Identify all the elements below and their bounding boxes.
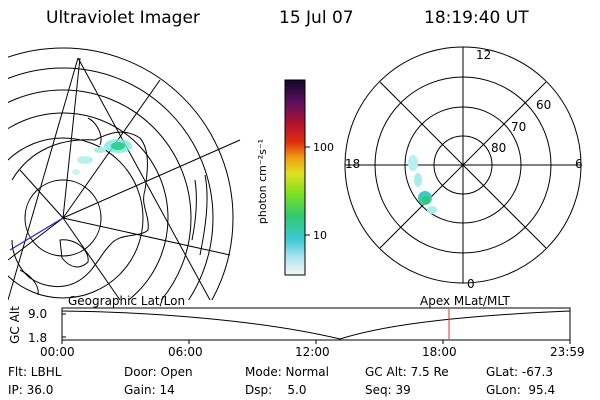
meridian [62, 139, 241, 219]
polar-label-12: 12 [476, 48, 492, 62]
gc-alt-value: GC Alt: 7.5 Re [365, 365, 449, 379]
polar-label-0: 0 [467, 277, 475, 291]
filter-value: Flt: LBHL [8, 365, 62, 379]
terminator-line [9, 217, 64, 251]
timeline-xtick-0000: 00:00 [40, 345, 75, 359]
ip-value: IP: 36.0 [8, 383, 54, 397]
lat-circle [8, 47, 234, 300]
timeline-xtick-2359: 23:59 [550, 345, 585, 359]
timeline-ytick-top: 9.0 [28, 307, 48, 321]
color-bar-tick-100: 100 [313, 141, 334, 154]
timeline-left-title: Geographic Lat/Lon [68, 294, 186, 308]
polar-diagonal [379, 81, 547, 249]
color-bar-gradient [284, 79, 306, 276]
observation-date: 15 Jul 07 [279, 8, 354, 28]
map-boundary-line [77, 57, 211, 300]
polar-aurora-emission [408, 155, 437, 214]
polar-label-80: 80 [491, 141, 507, 155]
lat-circle [24, 179, 102, 257]
timeline-frame [61, 307, 571, 341]
door-status: Door: Open [124, 365, 193, 379]
gain-value: Gain: 14 [124, 383, 175, 397]
timeline-ytick-bottom: 1.8 [28, 331, 48, 345]
polar-label-18: 18 [345, 157, 361, 171]
mode-value: Mode: Normal [245, 365, 329, 379]
instrument-title: Ultraviolet Imager [46, 8, 200, 28]
dsp-value: Dsp: 5.0 [245, 383, 307, 397]
polar-label-6: 6 [575, 157, 583, 171]
polar-label-70: 70 [511, 120, 527, 134]
coastline [11, 131, 149, 287]
sequence-value: Seq: 39 [365, 383, 411, 397]
observation-time: 18:19:40 UT [424, 8, 529, 28]
polar-label-60: 60 [536, 98, 552, 112]
lat-circle [8, 137, 144, 299]
glon-value: GLon: 95.4 [486, 383, 556, 397]
color-bar-tick-10: 10 [313, 229, 327, 242]
timeline-xtick-0600: 06:00 [168, 345, 203, 359]
lat-circle [8, 89, 192, 300]
lat-circle [8, 67, 214, 300]
timeline-xtick-1800: 18:00 [422, 345, 457, 359]
glat-value: GLat: -67.3 [486, 365, 553, 379]
lat-circle [8, 112, 169, 300]
map-boundary-line-left [8, 57, 79, 300]
map-aurora-emission [72, 139, 132, 175]
altitude-curve [61, 310, 571, 340]
timeline-right-title: Apex MLat/MLT [420, 294, 510, 308]
timeline-xtick-1200: 12:00 [295, 345, 330, 359]
